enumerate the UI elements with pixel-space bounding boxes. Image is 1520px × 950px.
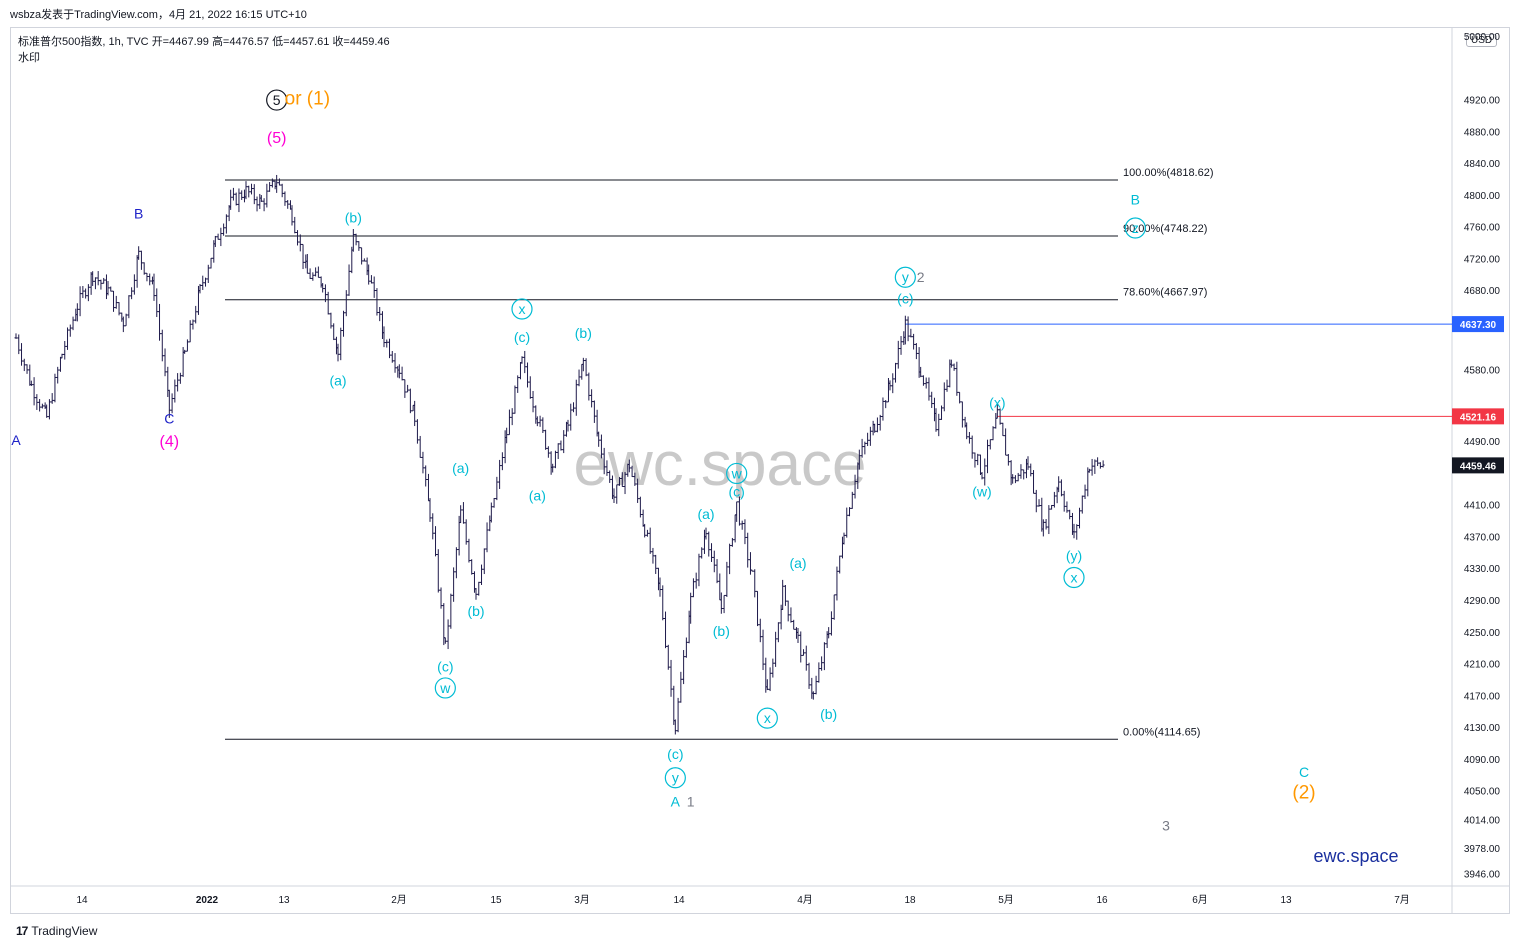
publisher-line: wsbza发表于TradingView.com，4月 21, 2022 16:1…	[10, 9, 307, 21]
footer: 17 TradingView	[16, 924, 97, 938]
high-value: 高=4476.57	[211, 36, 270, 48]
chart-frame	[10, 27, 1510, 914]
watermark-label: 水印	[18, 52, 40, 64]
symbol-legend: 标准普尔500指数, 1h, TVC 开=4467.99 高=4476.57 低…	[18, 34, 390, 66]
tradingview-logo-icon: 17	[16, 924, 28, 938]
low-value: 低=4457.61	[272, 36, 330, 48]
currency-button[interactable]: USD	[1466, 34, 1498, 47]
footer-brand[interactable]: TradingView	[31, 924, 98, 938]
close-value: 收=4459.46	[332, 36, 390, 48]
open-value: 开=4467.99	[151, 36, 209, 48]
symbol-name[interactable]: 标准普尔500指数, 1h, TVC	[18, 36, 149, 48]
